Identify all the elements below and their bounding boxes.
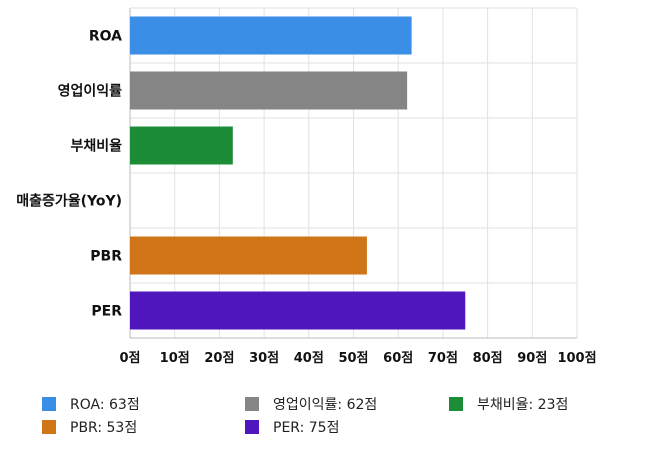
legend-item-debt-ratio: 부채비율: 23점 — [449, 393, 568, 415]
bar-4 — [130, 236, 367, 275]
x-tick-label-30: 30점 — [249, 351, 279, 366]
x-tick-label-40: 40점 — [294, 351, 324, 366]
x-tick-label-10: 10점 — [160, 351, 190, 366]
category-label-2: 부채비율 — [70, 138, 122, 155]
bar-5 — [130, 291, 466, 330]
category-label-3: 매출증가율(YoY) — [16, 193, 122, 210]
category-label-4: PBR — [90, 249, 122, 265]
x-tick-label-50: 50점 — [338, 351, 368, 366]
x-tick-label-90: 90점 — [517, 351, 547, 366]
legend-label-roa: ROA: 63점 — [70, 397, 140, 413]
category-label-0: ROA — [89, 29, 122, 45]
chart-legend: ROA: 63점 영업이익률: 62점 부채비율: 23점 PBR: 53점 P… — [0, 383, 650, 450]
x-tick-label-70: 70점 — [428, 351, 458, 366]
legend-swatch-per — [245, 420, 259, 434]
legend-item-per: PER: 75점 — [245, 416, 339, 438]
category-label-5: PER — [91, 304, 122, 320]
x-tick-label-0: 0점 — [119, 351, 140, 366]
x-tick-label-60: 60점 — [383, 351, 413, 366]
bar-1 — [130, 71, 408, 110]
legend-swatch-operating-margin — [245, 397, 259, 411]
legend-label-per: PER: 75점 — [273, 420, 340, 436]
x-tick-label-80: 80점 — [473, 351, 503, 366]
legend-item-pbr: PBR: 53점 — [42, 416, 137, 438]
bar-0 — [130, 16, 412, 55]
legend-label-operating-margin: 영업이익률: 62점 — [273, 397, 378, 413]
category-label-1: 영업이익률 — [58, 83, 123, 100]
legend-swatch-debt-ratio — [449, 397, 463, 411]
legend-swatch-pbr — [42, 420, 56, 434]
legend-swatch-roa — [42, 397, 56, 411]
legend-item-roa: ROA: 63점 — [42, 393, 140, 415]
x-tick-label-100: 100점 — [557, 351, 596, 366]
legend-item-operating-margin: 영업이익률: 62점 — [245, 393, 377, 415]
x-tick-label-20: 20점 — [204, 351, 234, 366]
legend-label-debt-ratio: 부채비율: 23점 — [477, 397, 569, 413]
legend-label-pbr: PBR: 53점 — [70, 420, 138, 436]
bar-2 — [130, 126, 233, 165]
